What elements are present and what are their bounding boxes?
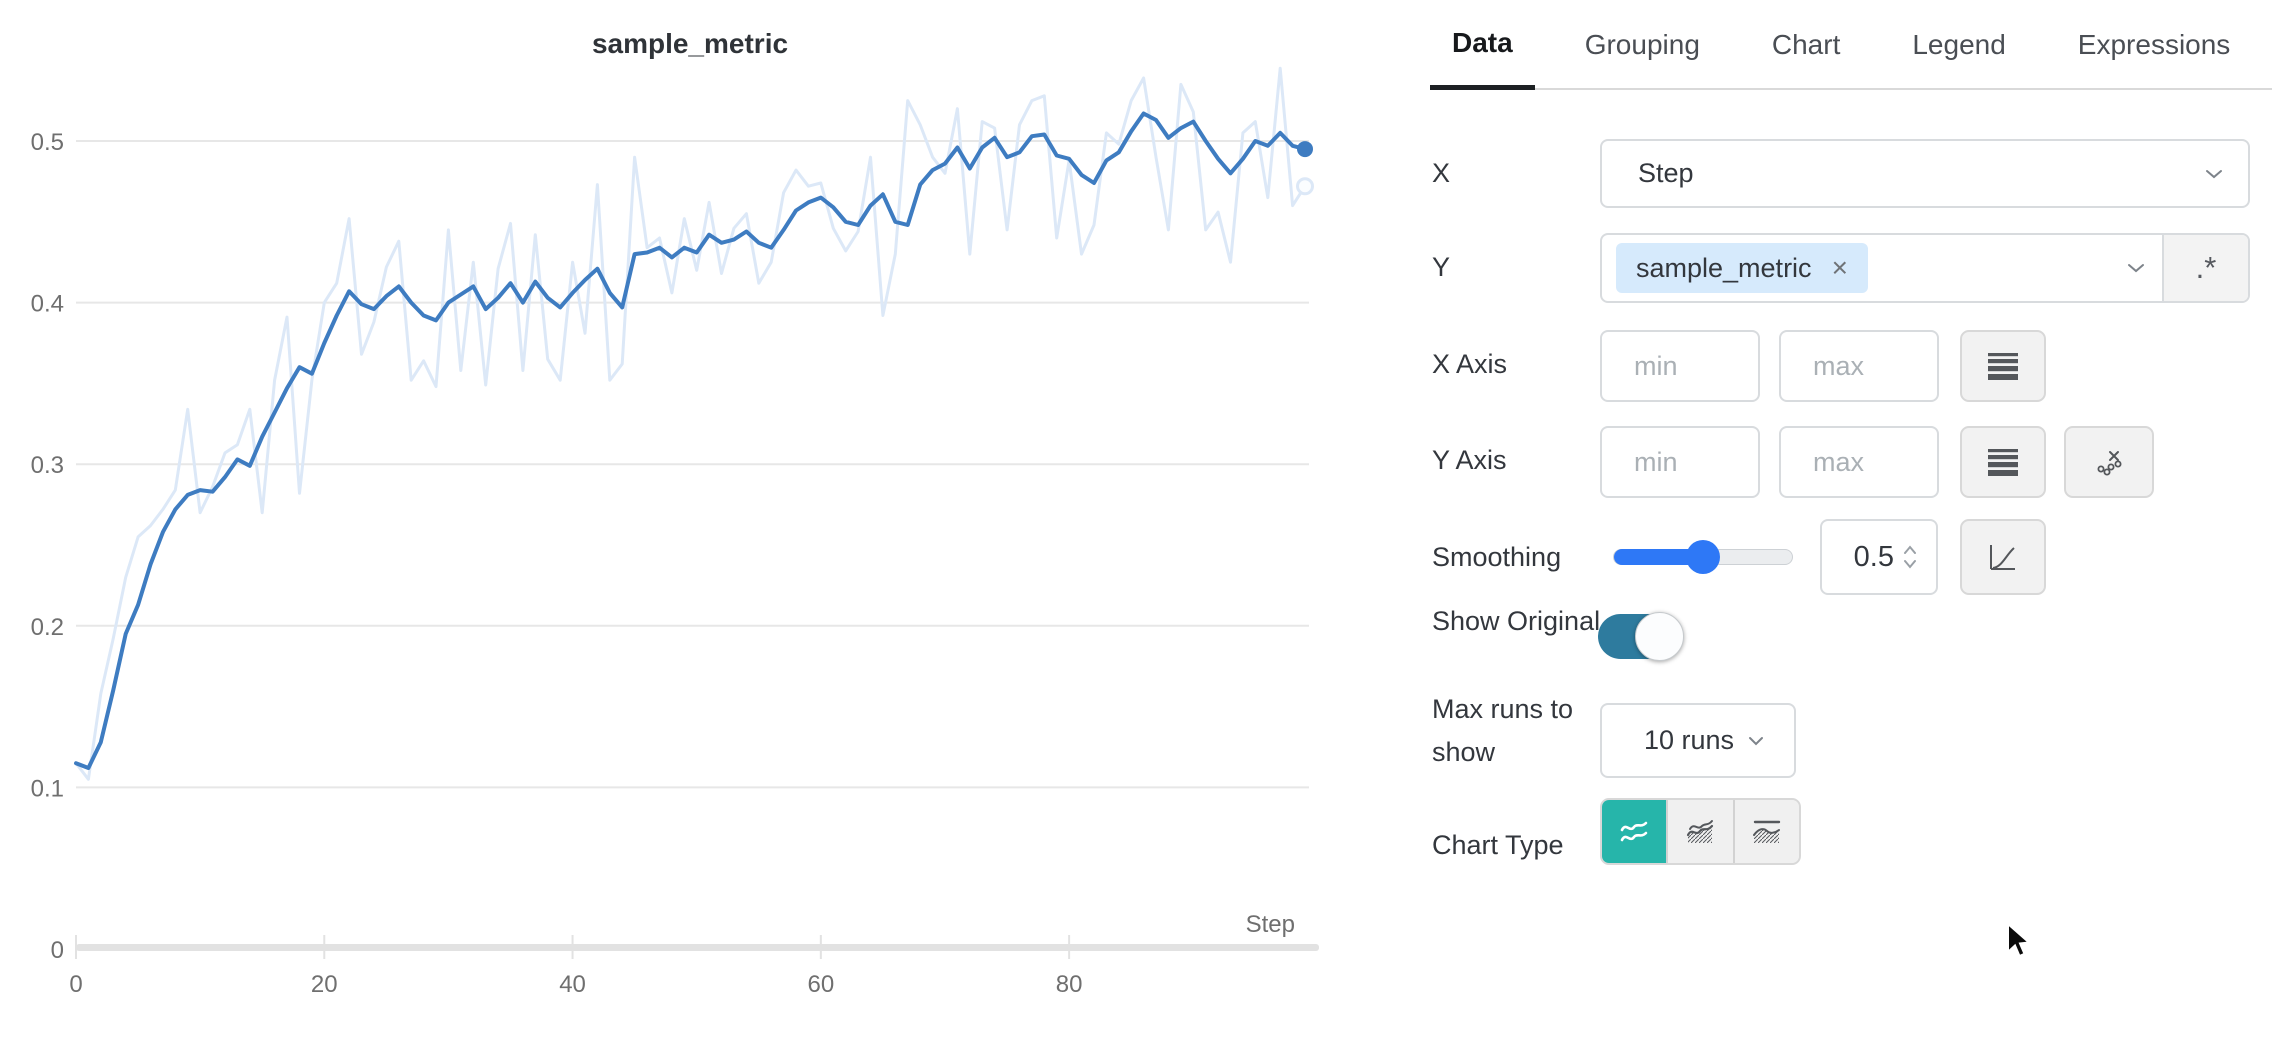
y-axis-log-scale-button[interactable] [1960,426,2046,498]
y-tick-label: 0.4 [31,291,64,318]
series-endpoint-dot [1297,141,1313,158]
percentile-plot-icon [1752,820,1781,843]
tab-data[interactable]: Data [1430,0,1535,90]
max-runs-row-label: Max runs to show [1432,694,1574,767]
tab-grouping[interactable]: Grouping [1584,29,1700,60]
tab-legend[interactable]: Legend [1912,29,2006,60]
series-endpoint-ring [1296,177,1314,196]
y-tick-label: 0.3 [31,452,64,479]
chart-type-button-group [1600,798,1801,865]
chart-type-row-label: Chart Type [1432,830,1564,860]
smoothing-value-input[interactable] [1822,540,1894,574]
y-tick-label: 0.1 [31,775,64,802]
x-select-value: Step [1638,158,1694,188]
y-axis-row-label: Y Axis [1432,445,1507,475]
x-axis-row-label: X Axis [1432,349,1508,379]
y-row-label: Y [1432,252,1451,282]
smoothing-slider-fill [1614,549,1703,565]
y-axis-max-input[interactable] [1779,426,1939,498]
smoothing-slider-thumb[interactable] [1686,540,1720,574]
tab-bar: Data Grouping Chart Legend Expressions [1430,0,2272,90]
tab-expressions[interactable]: Expressions [2077,29,2231,60]
y-metric-select[interactable]: sample_metric × .* [1600,233,2250,303]
x-axis-min-input[interactable] [1600,330,1760,402]
x-row-label: X [1432,158,1451,188]
x-tick-label: 60 [807,971,834,998]
x-tick-label: 80 [1056,971,1083,998]
y-tick-label: 0.5 [31,129,64,156]
x-metric-select[interactable]: Step [1600,139,2250,208]
log-scale-icon [1988,353,2018,380]
log-scale-icon [1988,449,2018,476]
chart-settings-panel: Data Grouping Chart Legend Expressions X… [1420,0,2272,1040]
chevron-down-icon [2206,169,2222,178]
x-tick-label: 40 [559,971,586,998]
show-original-toggle[interactable] [1598,612,1684,661]
smoothing-type-button[interactable] [1960,519,2046,595]
ignore-outliers-button[interactable] [2064,426,2154,498]
toggle-knob [1635,612,1684,661]
chart-type-line-button[interactable] [1602,800,1669,863]
y-metric-pill: sample_metric × [1616,243,1868,293]
smoothing-value-box [1820,519,1938,595]
series-line [74,66,1307,781]
tab-chart[interactable]: Chart [1771,29,1841,60]
smoothing-row-label: Smoothing [1432,542,1562,572]
x-axis-title: Step [1246,911,1295,938]
x-axis-bar [76,944,1319,951]
smoothing-curve-icon [1990,545,2015,570]
area-plot-icon [1687,819,1714,843]
regex-toggle-button[interactable]: .* [2162,235,2248,301]
spinner-icon[interactable] [1902,541,1918,573]
chart-type-percentile-button[interactable] [1734,800,1799,863]
y-tick-label: 0 [51,937,64,964]
y-axis-min-input[interactable] [1600,426,1760,498]
line-plot-icon [1620,821,1648,841]
chevron-down-icon [2128,264,2144,273]
x-tick-label: 20 [311,971,338,998]
chevron-down-icon [1749,736,1764,745]
max-runs-value: 10 runs [1643,725,1735,755]
mouse-cursor [2007,922,2032,958]
chart-title: sample_metric [591,28,789,59]
y-pill-label: sample_metric [1636,252,1812,283]
remove-metric-icon[interactable]: × [1831,252,1848,283]
max-runs-select[interactable]: 10 runs [1600,703,1796,778]
chart-type-area-button[interactable] [1668,800,1735,863]
metric-chart: 0 0.1 0.2 0.3 0.4 0.5 0 20 40 60 80 Step [31,66,1319,998]
outliers-icon [2097,451,2122,476]
x-tick-label: 0 [69,971,82,998]
show-original-row-label: Show Original [1432,606,1601,636]
x-axis-log-scale-button[interactable] [1960,330,2046,402]
x-axis-max-input[interactable] [1779,330,1939,402]
series-line [74,111,1307,770]
y-tick-label: 0.2 [31,614,64,641]
smoothing-slider[interactable] [1613,540,1793,574]
